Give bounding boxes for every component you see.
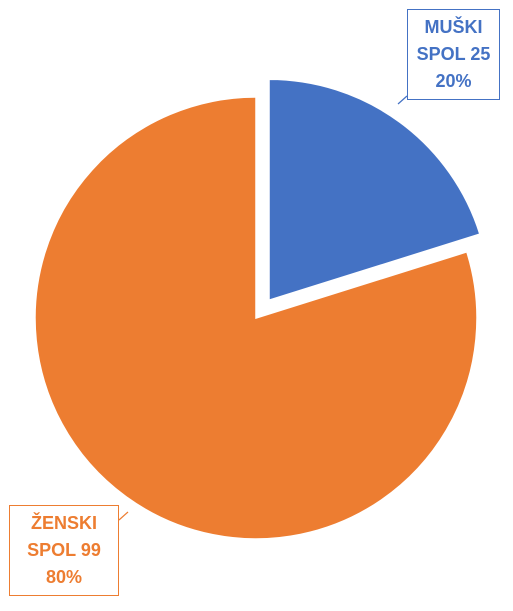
data-label: MUŠKI SPOL 25 20%: [407, 9, 500, 100]
pie-slice: [268, 78, 481, 302]
data-label: ŽENSKI SPOL 99 80%: [9, 505, 119, 596]
label-value: 25: [470, 44, 491, 64]
label-percent: 80%: [45, 567, 83, 587]
label-percent: 20%: [435, 71, 472, 91]
leader-line: [118, 511, 129, 521]
pie-slice: [34, 96, 478, 540]
label-category: MUŠKI SPOL: [416, 17, 483, 64]
leader-line: [397, 95, 408, 105]
label-category: ŽENSKI SPOL: [27, 513, 97, 560]
label-value: 99: [80, 540, 101, 560]
